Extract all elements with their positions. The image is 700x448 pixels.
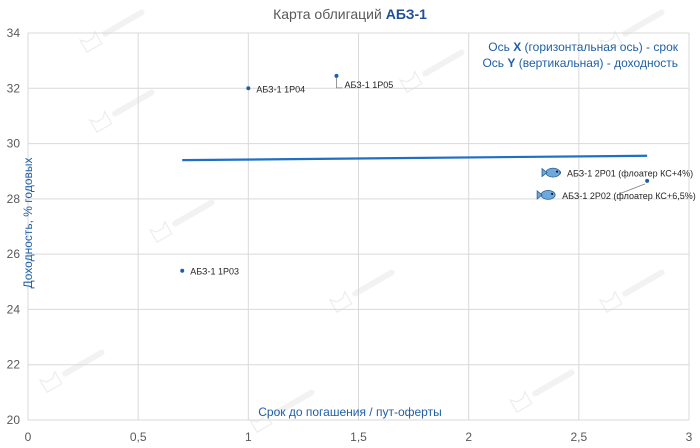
data-label: АБЗ-1 2Р01 (флоатер КС+4%) xyxy=(567,169,693,179)
data-label: АБЗ-1 1Р03 xyxy=(190,267,239,277)
chart-title: Карта облигаций АБЗ-1 xyxy=(273,6,427,22)
y-tick-label: 24 xyxy=(7,302,21,316)
watermark-logo xyxy=(78,9,145,53)
data-point xyxy=(645,178,650,183)
watermark-logo xyxy=(598,9,665,53)
watermark-logo xyxy=(88,89,155,133)
watermark-bar xyxy=(352,269,395,297)
watermark-bar xyxy=(532,369,575,397)
fish-eye xyxy=(551,192,554,195)
watermark-logo xyxy=(148,199,215,243)
y-tick-label: 34 xyxy=(7,26,21,40)
x-tick-label: 2 xyxy=(465,430,472,444)
y-tick-label: 22 xyxy=(7,358,21,372)
watermark-logo xyxy=(38,349,105,393)
watermark-bar xyxy=(622,9,665,37)
watermark-bar xyxy=(102,9,145,37)
watermark-cat-icon xyxy=(598,289,623,313)
x-tick-label: 3 xyxy=(686,430,693,444)
watermark-bar xyxy=(622,269,665,297)
axis-note-x: Ось X (горизонтальная ось) - срок xyxy=(488,40,678,54)
data-point xyxy=(334,73,339,78)
y-tick-label: 26 xyxy=(7,247,21,261)
x-axis-label: Срок до погашения / пут-оферты xyxy=(258,405,442,419)
fish-tail xyxy=(541,167,548,178)
fish-icon xyxy=(541,167,561,178)
watermark-cat-icon xyxy=(38,369,63,393)
watermark-cat-icon xyxy=(328,289,353,313)
x-tick-label: 2,5 xyxy=(570,430,587,444)
y-axis-label: Доходность, % годовых xyxy=(21,157,35,289)
watermark-cat-icon xyxy=(508,389,533,413)
watermark-bar xyxy=(112,89,155,117)
trendline xyxy=(182,154,648,162)
data-label: АБЗ-1 1Р04 xyxy=(256,84,305,94)
data-label: АБЗ-1 2Р02 (флоатер КС+6,5%) xyxy=(562,191,696,201)
watermark-bar xyxy=(172,199,215,227)
data-label: АБЗ-1 1Р05 xyxy=(344,80,393,90)
watermark-logo xyxy=(398,49,465,93)
watermark-cat-icon xyxy=(598,29,623,53)
leader-line xyxy=(336,77,343,89)
watermark-logo xyxy=(328,269,395,313)
watermark-bar xyxy=(62,349,105,377)
y-tick-label: 20 xyxy=(7,413,21,427)
watermark-logo xyxy=(598,269,665,313)
watermark-bar xyxy=(422,49,465,77)
watermark-cat-icon xyxy=(398,69,423,93)
x-tick-label: 0 xyxy=(25,430,32,444)
axis-note-y: Ось Y (вертикальная) - доходность xyxy=(482,56,678,70)
watermark-logo xyxy=(508,369,575,413)
watermark-cat-icon xyxy=(88,109,113,133)
fish-icon xyxy=(536,189,556,200)
fish-eye xyxy=(556,170,559,173)
y-tick-label: 28 xyxy=(7,192,21,206)
leader-line xyxy=(618,183,646,195)
fish-body xyxy=(545,167,561,178)
fish-body xyxy=(540,189,556,200)
watermark-cat-icon xyxy=(148,219,173,243)
x-tick-label: 1 xyxy=(245,430,252,444)
x-tick-label: 1,5 xyxy=(350,430,367,444)
y-tick-label: 32 xyxy=(7,81,21,95)
x-tick-label: 0,5 xyxy=(130,430,147,444)
data-point xyxy=(180,268,185,273)
watermark-bar xyxy=(272,389,315,417)
data-point xyxy=(246,86,251,91)
y-tick-label: 30 xyxy=(7,137,21,151)
watermark-cat-icon xyxy=(78,29,103,53)
fish-tail xyxy=(536,190,543,200)
